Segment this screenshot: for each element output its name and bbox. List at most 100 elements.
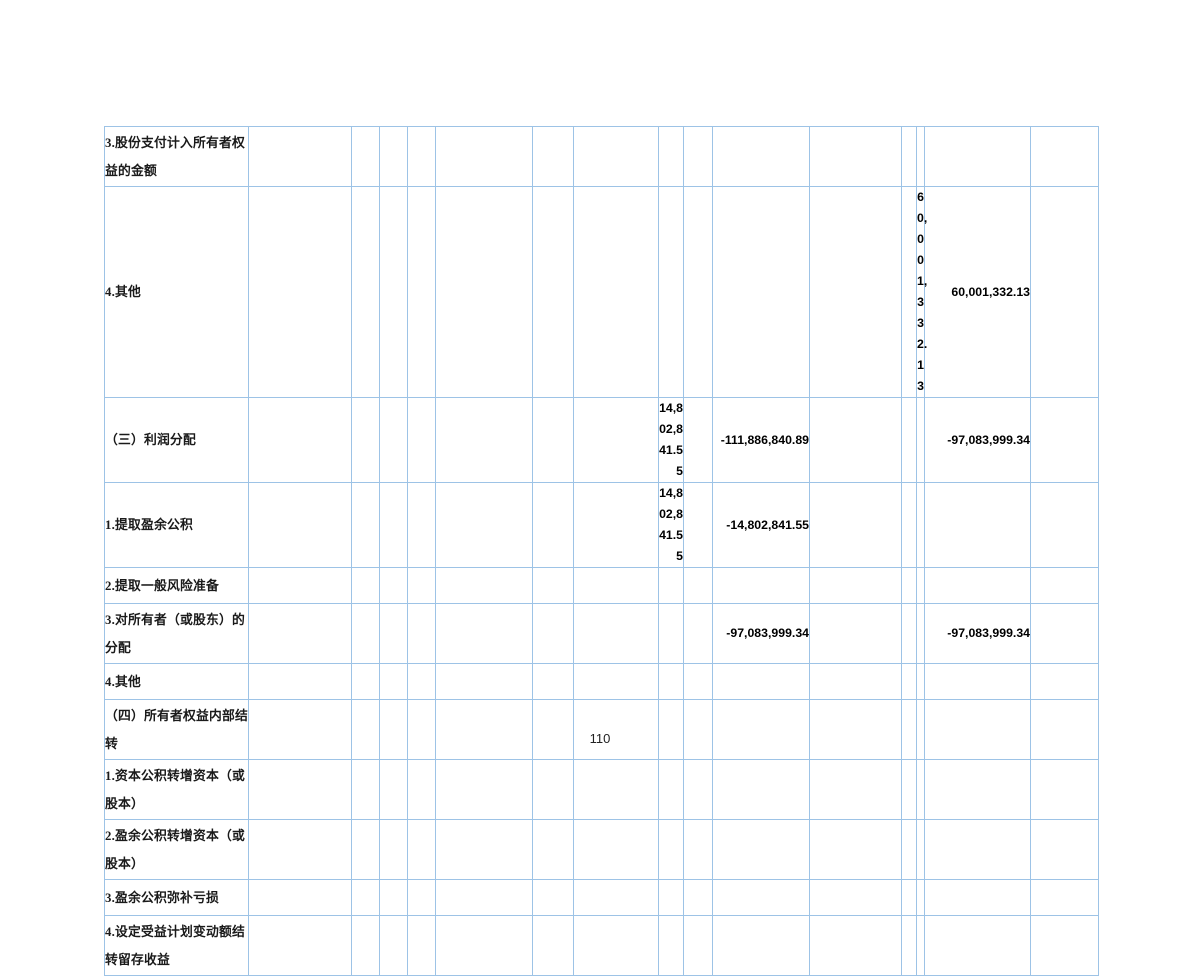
empty-cell bbox=[916, 482, 925, 568]
empty-cell bbox=[712, 759, 810, 820]
amount-cell: -14,802,841.55 bbox=[712, 482, 810, 568]
empty-cell bbox=[532, 819, 574, 880]
empty-cell bbox=[407, 603, 436, 664]
empty-cell bbox=[351, 126, 380, 187]
empty-cell bbox=[435, 126, 533, 187]
empty-cell bbox=[532, 397, 574, 483]
empty-cell bbox=[351, 819, 380, 880]
empty-cell bbox=[916, 567, 925, 604]
row-label: 2.盈余公积转增资本（或股本） bbox=[104, 819, 249, 880]
empty-cell bbox=[532, 663, 574, 700]
empty-cell bbox=[379, 186, 408, 398]
empty-cell bbox=[407, 567, 436, 604]
empty-cell bbox=[924, 663, 1031, 700]
empty-cell bbox=[901, 879, 917, 916]
empty-cell bbox=[924, 699, 1031, 760]
empty-cell bbox=[1030, 819, 1099, 880]
equity-table-container: 3.股份支付计入所有者权益的金额 4.其他 60,001,332.13 60,001,… bbox=[104, 126, 1099, 976]
table-row: 4.其他 60,001,332.13 60,001,332.13 bbox=[104, 186, 1099, 398]
amount-cell: 60,001,332.13 bbox=[924, 186, 1031, 398]
row-label: 4.其他 bbox=[104, 663, 249, 700]
empty-cell bbox=[901, 819, 917, 880]
empty-cell bbox=[248, 186, 352, 398]
amount-cell: 14,802,841.55 bbox=[658, 397, 684, 483]
empty-cell bbox=[435, 397, 533, 483]
amount-cell: 14,802,841.55 bbox=[658, 482, 684, 568]
empty-cell bbox=[248, 603, 352, 664]
empty-cell bbox=[683, 759, 713, 820]
empty-cell bbox=[351, 567, 380, 604]
empty-cell bbox=[379, 397, 408, 483]
empty-cell bbox=[435, 567, 533, 604]
empty-cell bbox=[809, 699, 902, 760]
empty-cell bbox=[683, 915, 713, 976]
empty-cell bbox=[248, 567, 352, 604]
empty-cell bbox=[1030, 699, 1099, 760]
empty-cell bbox=[901, 759, 917, 820]
empty-cell bbox=[248, 819, 352, 880]
empty-cell bbox=[658, 879, 684, 916]
empty-cell bbox=[809, 879, 902, 916]
empty-cell bbox=[407, 397, 436, 483]
empty-cell bbox=[809, 567, 902, 604]
amount-cell: -111,886,840.89 bbox=[712, 397, 810, 483]
table-row: 3.盈余公积弥补亏损 bbox=[104, 879, 1099, 916]
empty-cell bbox=[1030, 567, 1099, 604]
row-label: 3.盈余公积弥补亏损 bbox=[104, 879, 249, 916]
empty-cell bbox=[916, 126, 925, 187]
empty-cell bbox=[1030, 186, 1099, 398]
empty-cell bbox=[901, 915, 917, 976]
empty-cell bbox=[435, 186, 533, 398]
empty-cell bbox=[901, 663, 917, 700]
empty-cell bbox=[683, 603, 713, 664]
empty-cell bbox=[379, 663, 408, 700]
empty-cell bbox=[532, 186, 574, 398]
amount-cell: -97,083,999.34 bbox=[924, 397, 1031, 483]
empty-cell bbox=[573, 819, 659, 880]
empty-cell bbox=[901, 126, 917, 187]
empty-cell bbox=[712, 699, 810, 760]
row-label: 3.对所有者（或股东）的分配 bbox=[104, 603, 249, 664]
empty-cell bbox=[712, 126, 810, 187]
amount-cell: 60,001,332.13 bbox=[916, 186, 927, 398]
empty-cell bbox=[573, 603, 659, 664]
table-row: 1.提取盈余公积 14,802,841.55 -14,802,841.55 bbox=[104, 482, 1099, 568]
empty-cell bbox=[407, 879, 436, 916]
empty-cell bbox=[712, 663, 810, 700]
empty-cell bbox=[809, 819, 902, 880]
empty-cell bbox=[924, 482, 1031, 568]
empty-cell bbox=[1030, 482, 1099, 568]
row-label: （三）利润分配 bbox=[104, 397, 249, 483]
empty-cell bbox=[351, 915, 380, 976]
empty-cell bbox=[924, 915, 1031, 976]
empty-cell bbox=[407, 915, 436, 976]
empty-cell bbox=[532, 759, 574, 820]
empty-cell bbox=[435, 759, 533, 820]
empty-cell bbox=[379, 567, 408, 604]
empty-cell bbox=[573, 663, 659, 700]
row-label: 3.股份支付计入所有者权益的金额 bbox=[104, 126, 249, 187]
empty-cell bbox=[683, 819, 713, 880]
empty-cell bbox=[573, 879, 659, 916]
empty-cell bbox=[658, 915, 684, 976]
equity-changes-table: 3.股份支付计入所有者权益的金额 4.其他 60,001,332.13 60,001,… bbox=[104, 126, 1099, 976]
empty-cell bbox=[924, 819, 1031, 880]
document-page: 3.股份支付计入所有者权益的金额 4.其他 60,001,332.13 60,001,… bbox=[104, 126, 1099, 976]
empty-cell bbox=[924, 567, 1031, 604]
empty-cell bbox=[1030, 126, 1099, 187]
empty-cell bbox=[532, 603, 574, 664]
empty-cell bbox=[916, 879, 925, 916]
table-row: 4.其他 bbox=[104, 663, 1099, 700]
table-row: 1.资本公积转增资本（或股本） bbox=[104, 759, 1099, 820]
empty-cell bbox=[683, 397, 713, 483]
empty-cell bbox=[379, 915, 408, 976]
empty-cell bbox=[712, 915, 810, 976]
empty-cell bbox=[532, 879, 574, 916]
empty-cell bbox=[407, 663, 436, 700]
empty-cell bbox=[435, 482, 533, 568]
empty-cell bbox=[683, 879, 713, 916]
empty-cell bbox=[1030, 879, 1099, 916]
empty-cell bbox=[712, 879, 810, 916]
table-row: 3.股份支付计入所有者权益的金额 bbox=[104, 126, 1099, 187]
empty-cell bbox=[901, 186, 917, 398]
